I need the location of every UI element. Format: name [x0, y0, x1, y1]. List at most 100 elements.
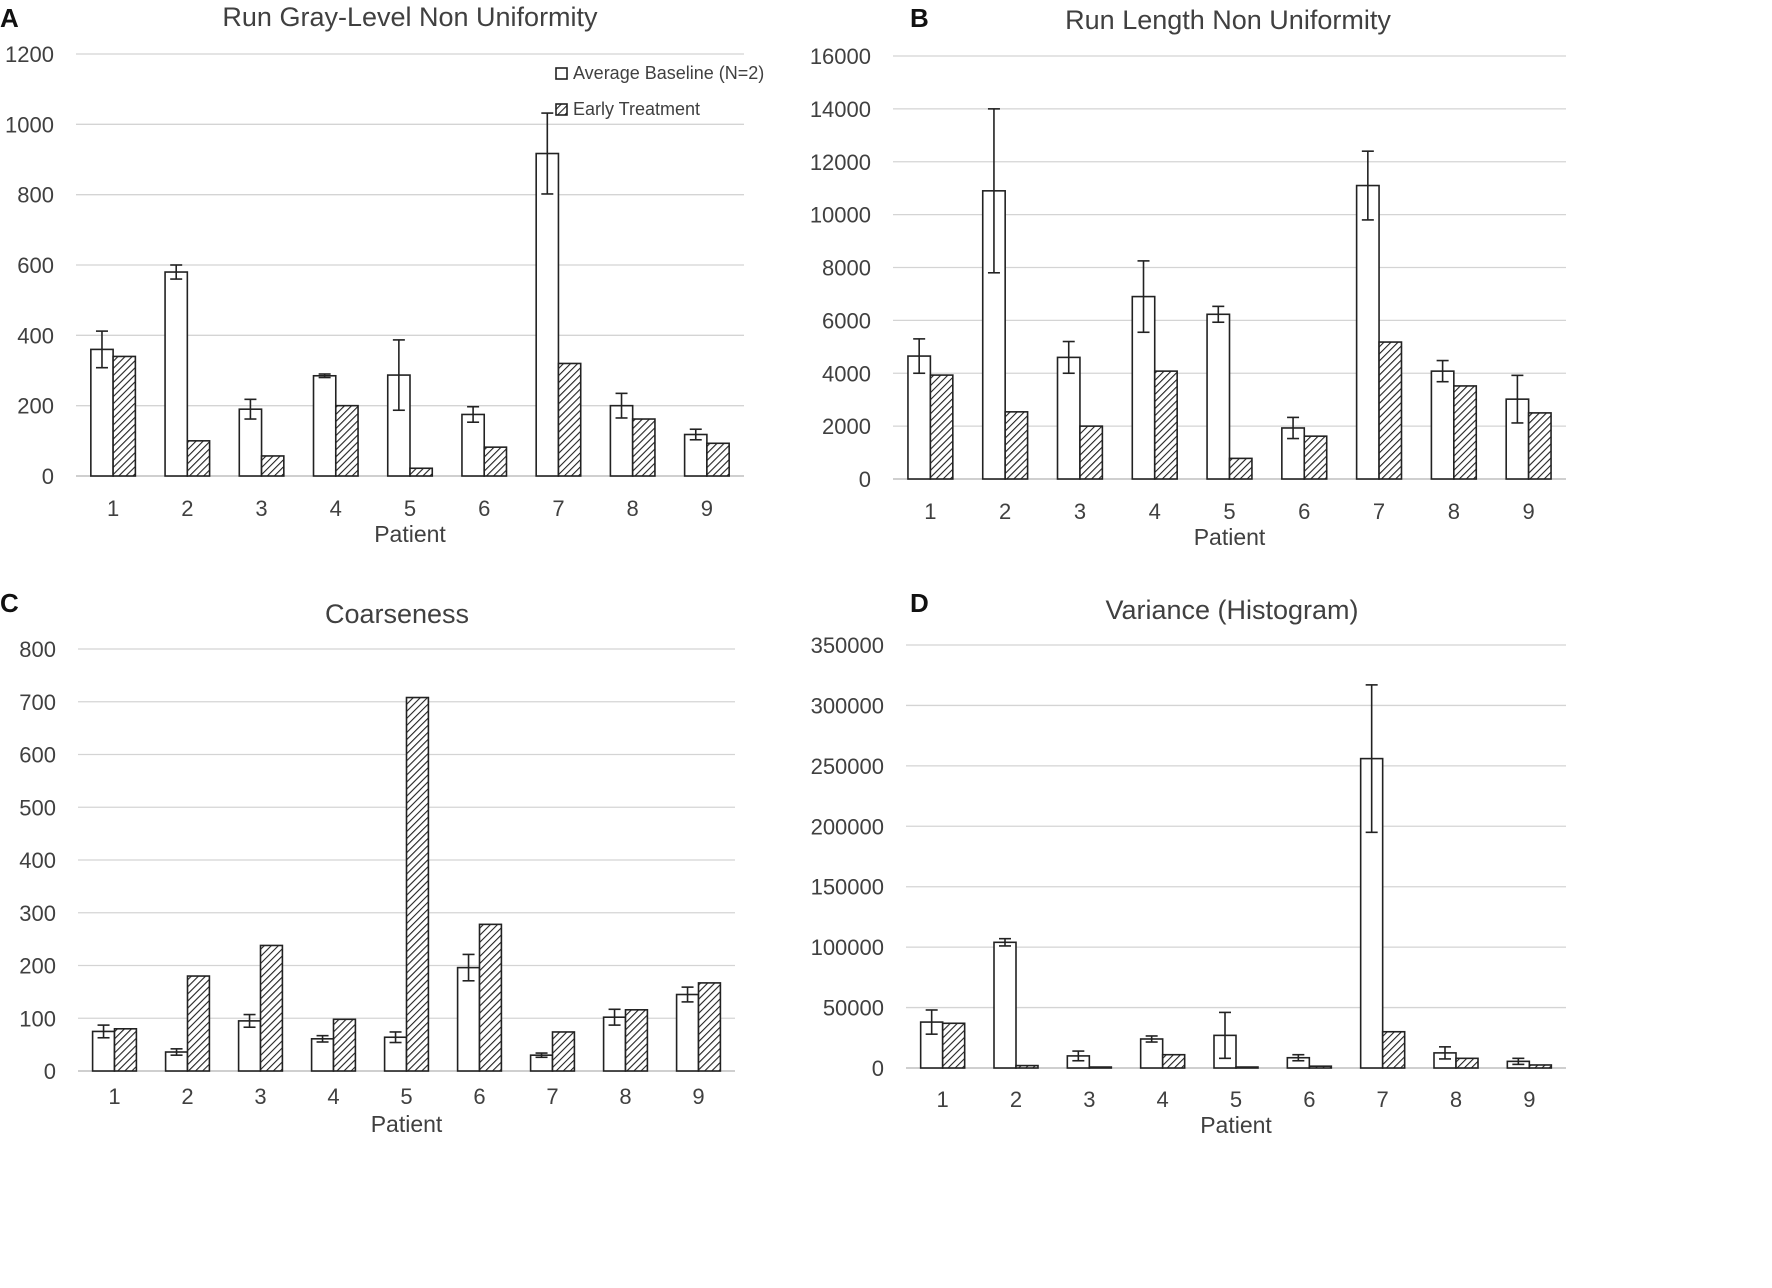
- bar-average-baseline: [1206, 313, 1231, 480]
- y-tick-label: 16000: [810, 44, 871, 69]
- error-bar: [1219, 1011, 1231, 1060]
- x-tick-label: 7: [552, 496, 564, 521]
- y-tick-label: 800: [19, 637, 56, 662]
- y-tick-label: 300000: [811, 693, 884, 718]
- error-bar: [1062, 340, 1075, 375]
- error-bar: [170, 1048, 183, 1056]
- bar-early-treatment: [1004, 411, 1029, 480]
- bar-early-treatment: [334, 404, 359, 477]
- chart-title: Variance (Histogram): [1105, 595, 1358, 625]
- y-tick-label: 0: [44, 1059, 56, 1084]
- y-tick-label: 150000: [811, 875, 884, 900]
- bar-early-treatment: [1153, 370, 1178, 480]
- bar-early-treatment: [697, 982, 722, 1072]
- panel-letter: D: [910, 588, 929, 618]
- x-tick-label: 4: [327, 1084, 339, 1109]
- y-tick-label: 12000: [810, 150, 871, 175]
- bar-average-baseline: [456, 966, 481, 1072]
- bar-early-treatment: [631, 418, 656, 477]
- bar-early-treatment: [557, 362, 582, 477]
- bar-average-baseline: [535, 152, 560, 477]
- x-tick-label: 1: [924, 499, 936, 524]
- x-tick-label: 6: [1303, 1087, 1315, 1112]
- panel-letter: B: [910, 3, 929, 33]
- error-bar: [1365, 684, 1378, 834]
- x-tick-label: 8: [619, 1084, 631, 1109]
- bar-early-treatment: [1228, 457, 1253, 480]
- x-tick-label: 5: [404, 496, 416, 521]
- bar-early-treatment: [1015, 1064, 1039, 1069]
- panel-letter: C: [0, 588, 19, 618]
- bar-early-treatment: [1308, 1065, 1333, 1069]
- bar-average-baseline: [237, 1020, 262, 1072]
- bar-early-treatment: [259, 944, 284, 1072]
- bar-early-treatment: [929, 374, 954, 480]
- chart-panel-a: A Run Gray-Level Non Uniformity 0 200 400 600…: [0, 2, 764, 547]
- error-bar: [97, 1024, 110, 1039]
- bar-average-baseline: [683, 433, 708, 477]
- x-tick-label: 8: [1450, 1087, 1462, 1112]
- y-tick-label: 500: [19, 795, 56, 820]
- y-tick-label: 600: [17, 253, 54, 278]
- bar-early-treatment: [624, 1009, 649, 1072]
- x-tick-label: 8: [1448, 499, 1460, 524]
- x-tick-label: 5: [400, 1084, 412, 1109]
- x-tick-label: 2: [181, 496, 193, 521]
- x-tick-label: 3: [254, 1084, 266, 1109]
- x-tick-label: 7: [546, 1084, 558, 1109]
- x-tick-label: 2: [181, 1084, 193, 1109]
- error-bar: [1511, 374, 1524, 424]
- error-bar: [244, 398, 257, 420]
- error-bar: [999, 937, 1011, 947]
- bar-average-baseline: [310, 1038, 335, 1072]
- error-bar: [467, 405, 480, 423]
- bar-early-treatment: [551, 1031, 576, 1072]
- bar-early-treatment: [186, 975, 211, 1072]
- legend-label: Average Baseline (N=2): [573, 63, 764, 83]
- error-bar: [608, 1008, 621, 1026]
- y-tick-label: 100000: [811, 935, 884, 960]
- error-bar: [1512, 1057, 1525, 1066]
- bar-early-treatment: [409, 467, 434, 477]
- error-bar: [1287, 416, 1300, 440]
- error-bar: [389, 1031, 402, 1044]
- error-bar: [913, 338, 926, 375]
- bar-early-treatment: [706, 442, 730, 477]
- error-bar: [541, 112, 554, 195]
- error-bar: [987, 108, 1000, 274]
- bar-early-treatment: [1088, 1066, 1113, 1069]
- bar-early-treatment: [1381, 1030, 1406, 1069]
- bar-average-baseline: [461, 413, 486, 477]
- error-bar: [925, 1009, 938, 1035]
- x-axis-label: Patient: [1200, 1112, 1272, 1138]
- error-bar: [689, 428, 702, 441]
- y-tick-label: 4000: [822, 361, 871, 386]
- error-bar: [316, 1034, 329, 1043]
- bar-early-treatment: [1235, 1066, 1259, 1069]
- x-tick-label: 8: [627, 496, 639, 521]
- error-bar: [1436, 359, 1449, 383]
- y-tick-label: 1000: [5, 112, 54, 137]
- x-tick-label: 6: [473, 1084, 485, 1109]
- y-tick-label: 250000: [811, 754, 884, 779]
- y-tick-label: 700: [19, 690, 56, 715]
- error-bar: [1137, 260, 1150, 334]
- bar-early-treatment: [1303, 435, 1328, 480]
- bar-early-treatment: [112, 355, 137, 477]
- bar-average-baseline: [1355, 184, 1380, 480]
- error-bar: [615, 392, 628, 419]
- y-tick-label: 600: [19, 743, 56, 768]
- bar-average-baseline: [1139, 1038, 1164, 1069]
- chart-title: Run Gray-Level Non Uniformity: [222, 2, 598, 32]
- error-bar: [1072, 1050, 1085, 1062]
- x-axis-label: Patient: [374, 521, 446, 547]
- x-axis-label: Patient: [1194, 524, 1266, 550]
- y-tick-label: 0: [872, 1056, 884, 1081]
- bar-early-treatment: [1455, 1057, 1479, 1069]
- x-tick-label: 6: [478, 496, 490, 521]
- bar-early-treatment: [405, 696, 430, 1072]
- bar-average-baseline: [1056, 356, 1081, 480]
- x-tick-label: 9: [1522, 499, 1534, 524]
- chart-title: Run Length Non Uniformity: [1065, 5, 1391, 35]
